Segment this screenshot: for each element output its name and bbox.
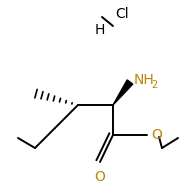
Text: NH: NH: [134, 73, 155, 87]
Text: O: O: [151, 128, 162, 142]
Text: H: H: [95, 23, 105, 37]
Text: Cl: Cl: [115, 7, 129, 21]
Text: 2: 2: [151, 80, 157, 90]
Polygon shape: [113, 80, 133, 105]
Text: O: O: [94, 170, 105, 184]
